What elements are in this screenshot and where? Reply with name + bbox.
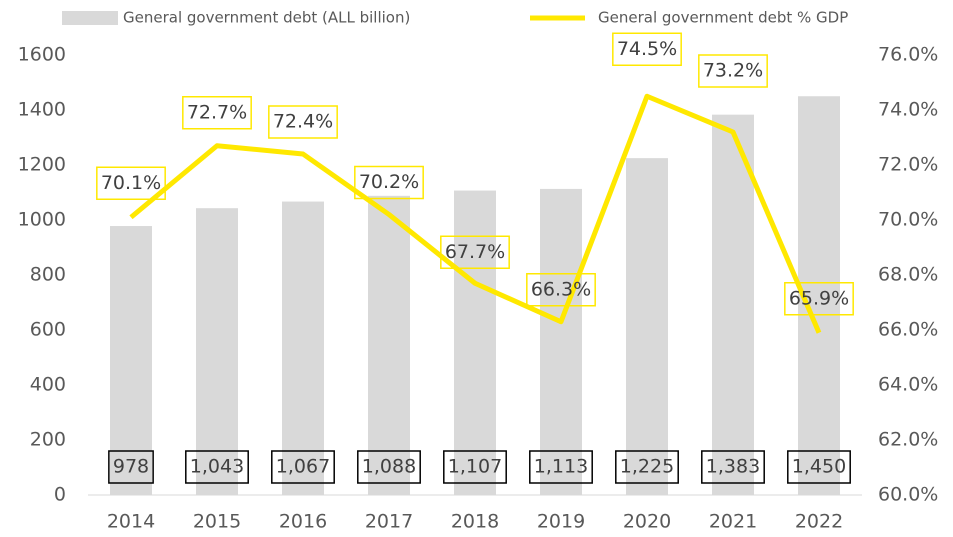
y2-tick-label: 68.0%	[878, 264, 938, 286]
y2-tick-label: 66.0%	[878, 319, 938, 341]
data-label: 1,113	[534, 456, 588, 478]
bar	[540, 188, 582, 496]
legend-label: General government debt (ALL billion)	[123, 9, 410, 27]
data-label: 1,107	[448, 456, 502, 478]
data-label: 66.3%	[531, 278, 591, 300]
y2-tick-label: 62.0%	[878, 429, 938, 451]
legend-label: General government debt % GDP	[598, 9, 848, 27]
data-label: 70.2%	[359, 171, 419, 193]
bar	[454, 190, 496, 495]
bar	[110, 226, 152, 496]
y2-tick-label: 76.0%	[878, 44, 938, 66]
bar	[282, 201, 324, 495]
data-label-box	[357, 450, 421, 484]
y-tick-label: 800	[30, 264, 66, 286]
data-label-box	[271, 450, 335, 484]
bar	[368, 195, 410, 496]
y2-tick-label: 72.0%	[878, 154, 938, 176]
data-label-box	[698, 54, 768, 88]
data-label: 1,043	[190, 456, 244, 478]
y-tick-label: 200	[30, 429, 66, 451]
x-tick-label: 2022	[795, 511, 843, 533]
x-tick-label: 2017	[365, 511, 413, 533]
data-label-box	[268, 105, 338, 139]
x-tick-label: 2015	[193, 511, 241, 533]
bar	[196, 208, 238, 496]
bar	[626, 158, 668, 495]
data-label: 1,450	[792, 456, 846, 478]
data-label: 1,225	[620, 456, 674, 478]
y-tick-label: 1400	[18, 99, 66, 121]
data-label-box	[440, 235, 510, 269]
y2-tick-label: 70.0%	[878, 209, 938, 231]
data-label-box	[701, 450, 765, 484]
legend-swatch	[62, 11, 118, 25]
data-label-box	[787, 450, 851, 484]
data-label-box	[185, 450, 249, 484]
x-tick-label: 2020	[623, 511, 671, 533]
data-label: 72.4%	[273, 111, 333, 133]
bar	[712, 114, 754, 496]
data-label: 978	[113, 456, 149, 478]
data-label: 73.2%	[703, 60, 763, 82]
data-label: 1,067	[276, 456, 330, 478]
x-tick-label: 2018	[451, 511, 499, 533]
y-tick-label: 400	[30, 374, 66, 396]
x-tick-label: 2019	[537, 511, 585, 533]
data-label-box	[529, 450, 593, 484]
data-label: 1,383	[706, 456, 760, 478]
data-label-box	[615, 450, 679, 484]
data-label-box	[354, 165, 424, 200]
y2-tick-label: 60.0%	[878, 484, 938, 506]
data-label: 70.1%	[101, 172, 161, 194]
y-tick-label: 0	[54, 484, 66, 506]
line	[129, 93, 822, 334]
x-tick-label: 2014	[107, 511, 155, 533]
data-label: 67.7%	[445, 241, 505, 263]
data-label: 72.7%	[187, 101, 247, 123]
data-label-box	[108, 450, 154, 484]
y-tick-label: 600	[30, 319, 66, 341]
y-tick-label: 1600	[18, 44, 66, 66]
data-label-box	[526, 273, 596, 307]
data-label-box	[96, 166, 166, 200]
data-label-box	[443, 450, 507, 484]
data-label-box	[612, 32, 682, 66]
x-tick-label: 2021	[709, 511, 757, 533]
data-label-box	[784, 282, 854, 316]
y-tick-label: 1000	[18, 209, 66, 231]
y-tick-label: 1200	[18, 154, 66, 176]
y2-tick-label: 74.0%	[878, 99, 938, 121]
data-label: 74.5%	[617, 38, 677, 60]
y2-tick-label: 64.0%	[878, 374, 938, 396]
data-label-box	[182, 96, 252, 130]
data-label: 1,088	[362, 456, 416, 478]
data-label: 65.9%	[789, 287, 849, 309]
x-tick-label: 2016	[279, 511, 327, 533]
